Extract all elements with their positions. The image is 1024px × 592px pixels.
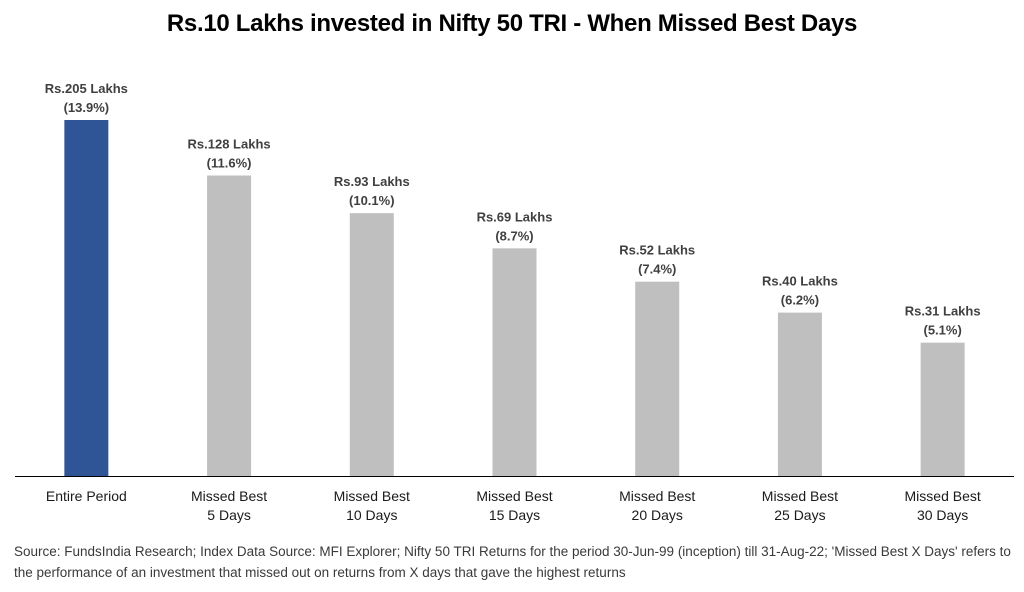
data-label-1-0: Rs.128 Lakhs bbox=[188, 137, 271, 152]
chart-title: Rs.10 Lakhs invested in Nifty 50 TRI - W… bbox=[166, 10, 858, 37]
bar-4 bbox=[635, 281, 680, 476]
x-tick-label-5-0: Missed Best bbox=[762, 488, 838, 504]
data-label-2-0: Rs.93 Lakhs bbox=[334, 174, 410, 189]
bar-0 bbox=[64, 120, 109, 476]
bar-5 bbox=[777, 312, 822, 476]
data-label-1-1: (11.6%) bbox=[207, 156, 252, 171]
data-label-4-1: (7.4%) bbox=[638, 262, 676, 277]
x-tick-label-2-1: 10 Days bbox=[346, 507, 397, 523]
x-tick-label-0-0: Entire Period bbox=[46, 488, 127, 504]
source-note: Source: FundsIndia Research; Index Data … bbox=[14, 544, 1011, 580]
x-tick-label-3-0: Missed Best bbox=[476, 488, 552, 504]
data-label-6-0: Rs.31 Lakhs bbox=[905, 304, 981, 319]
data-label-3-1: (8.7%) bbox=[495, 228, 533, 243]
x-tick-label-6-1: 30 Days bbox=[917, 507, 968, 523]
x-tick-label-4-0: Missed Best bbox=[619, 488, 695, 504]
x-tick-label-5-1: 25 Days bbox=[774, 507, 825, 523]
bar-2 bbox=[349, 213, 394, 476]
data-label-3-0: Rs.69 Lakhs bbox=[477, 209, 553, 224]
bar-1 bbox=[207, 175, 252, 476]
bar-6 bbox=[920, 342, 965, 476]
x-tick-label-4-1: 20 Days bbox=[632, 507, 683, 523]
x-tick-label-1-0: Missed Best bbox=[191, 488, 267, 504]
data-label-6-1: (5.1%) bbox=[923, 323, 961, 338]
x-tick-label-3-1: 15 Days bbox=[489, 507, 540, 523]
data-label-5-1: (6.2%) bbox=[781, 293, 819, 308]
data-label-0-1: (13.9%) bbox=[64, 100, 110, 115]
x-tick-label-2-0: Missed Best bbox=[334, 488, 410, 504]
bar-chart: Rs.205 Lakhs (13.9%) Entire Period Rs.128 L… bbox=[15, 81, 1014, 523]
x-tick-label-6-0: Missed Best bbox=[905, 488, 981, 504]
data-label-2-1: (10.1%) bbox=[349, 193, 395, 208]
bar-3 bbox=[492, 248, 537, 476]
x-tick-label-1-1: 5 Days bbox=[207, 507, 251, 523]
data-label-5-0: Rs.40 Lakhs bbox=[762, 274, 838, 289]
data-label-0-0: Rs.205 Lakhs bbox=[45, 81, 128, 96]
data-label-4-0: Rs.52 Lakhs bbox=[619, 243, 695, 258]
